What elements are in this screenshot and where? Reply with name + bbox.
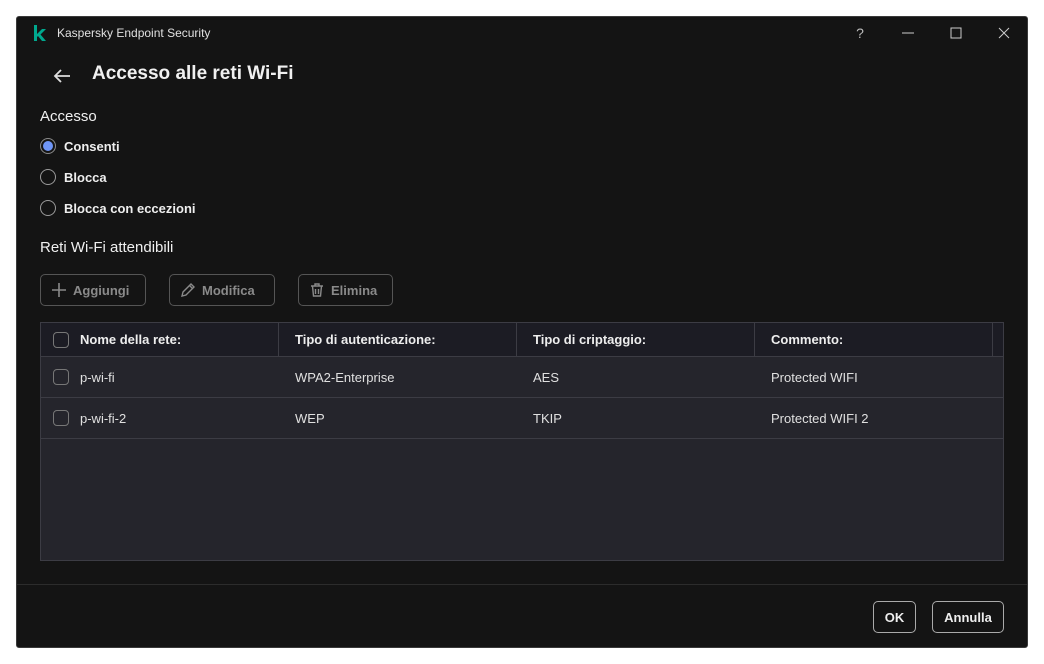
column-label: Nome della rete: [80,332,182,347]
column-label: Tipo di autenticazione: [295,332,436,347]
pencil-icon [181,283,195,297]
column-header-encryption[interactable]: Tipo di criptaggio: [517,323,755,356]
select-all-checkbox[interactable] [53,331,69,348]
column-header-comment[interactable]: Commento: [755,323,993,356]
footer-divider [17,584,1027,585]
ok-button[interactable]: OK [873,601,916,633]
radio-blocca-con-eccezioni[interactable]: Blocca con eccezioni [40,200,196,216]
row-checkbox[interactable] [53,410,69,426]
column-header-auth[interactable]: Tipo di autenticazione: [279,323,517,356]
radio-consenti[interactable]: Consenti [40,138,120,154]
maximize-icon[interactable] [936,21,976,45]
trusted-networks-label: Reti Wi-Fi attendibili [40,239,174,256]
column-header-name[interactable]: Nome della rete: [41,323,279,356]
radio-label: Consenti [64,138,120,154]
add-button[interactable]: Aggiungi [40,274,146,306]
cancel-button[interactable]: Annulla [932,601,1004,633]
cell-encryption: AES [533,369,560,385]
radio-label: Blocca con eccezioni [64,200,196,216]
page-title: Accesso alle reti Wi-Fi [92,63,294,84]
radio-empty-icon [40,200,56,216]
help-icon[interactable]: ? [840,21,880,45]
cell-text: p-wi-fi-2 [80,410,127,426]
column-label: Tipo di criptaggio: [533,332,647,347]
radio-blocca[interactable]: Blocca [40,169,107,185]
radio-selected-icon [40,138,56,154]
title-bar: Kaspersky Endpoint Security ? [17,17,1027,49]
table-header: Nome della rete: Tipo di autenticazione:… [41,323,1003,357]
table-row[interactable]: p-wi-fi WPA2-Enterprise AES Protected WI… [41,357,1003,398]
column-label: Commento: [771,332,844,347]
row-checkbox[interactable] [53,369,69,385]
access-section-label: Accesso [40,108,97,125]
trusted-networks-table: Nome della rete: Tipo di autenticazione:… [40,322,1004,561]
edit-button[interactable]: Modifica [169,274,275,306]
cell-auth: WEP [295,410,325,426]
cell-auth: WPA2-Enterprise [295,369,395,385]
delete-label: Elimina [331,282,378,298]
kaspersky-logo-icon [34,25,46,41]
cell-comment: Protected WIFI [771,369,858,385]
edit-label: Modifica [202,282,255,298]
app-title: Kaspersky Endpoint Security [57,26,211,40]
dialog-window: Kaspersky Endpoint Security ? Accesso al… [16,16,1028,648]
trash-icon [311,283,323,297]
close-icon[interactable] [984,21,1024,45]
radio-label: Blocca [64,169,107,185]
cell-name: p-wi-fi [41,357,279,397]
help-label: ? [856,25,864,41]
back-arrow-icon[interactable] [51,65,73,87]
plus-icon [52,283,66,297]
add-label: Aggiungi [73,282,130,298]
radio-empty-icon [40,169,56,185]
delete-button[interactable]: Elimina [298,274,393,306]
cell-comment: Protected WIFI 2 [771,410,869,426]
cell-name: p-wi-fi-2 [41,398,279,438]
table-row[interactable]: p-wi-fi-2 WEP TKIP Protected WIFI 2 [41,398,1003,439]
cell-text: p-wi-fi [80,369,115,385]
minimize-icon[interactable] [888,21,928,45]
cell-encryption: TKIP [533,410,562,426]
